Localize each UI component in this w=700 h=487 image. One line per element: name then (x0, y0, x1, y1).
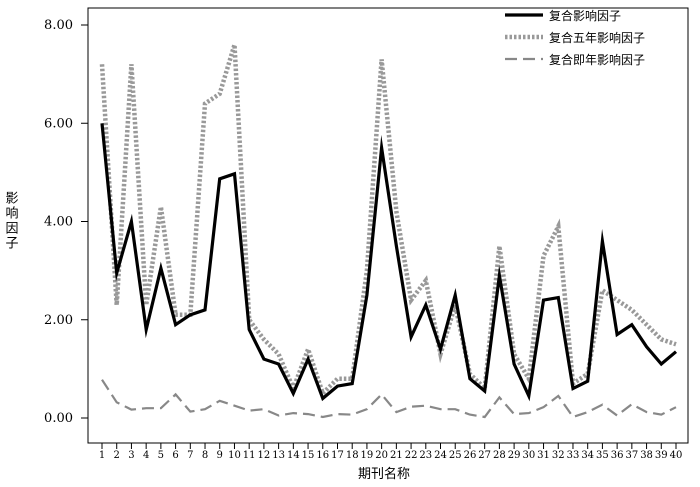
x-tick-label: 16 (316, 450, 329, 461)
x-tick-label: 26 (464, 450, 477, 461)
x-tick-label: 38 (640, 450, 653, 461)
x-tick-label: 35 (596, 450, 609, 461)
y-axis-label-char: 影 (5, 192, 18, 207)
x-tick-label: 31 (537, 450, 550, 461)
series-line-2 (99, 31, 677, 398)
x-tick-label: 28 (493, 450, 506, 461)
x-tick-label: 3 (128, 450, 134, 461)
series-line-1 (100, 123, 678, 402)
x-tick-label: 32 (552, 450, 565, 461)
y-tick-label: 6.00 (44, 116, 73, 131)
x-tick-label: 20 (375, 450, 388, 461)
legend-label-3: 复合即年影响因子 (549, 52, 645, 67)
y-axis-label-char: 子 (5, 237, 18, 252)
x-tick-label: 10 (228, 450, 241, 461)
y-tick-label: 0.00 (44, 411, 73, 426)
x-tick-label: 8 (202, 450, 208, 461)
x-tick-label: 33 (567, 450, 580, 461)
x-tick-label: 40 (670, 450, 683, 461)
x-tick-label: 24 (434, 450, 447, 461)
x-tick-label: 14 (287, 450, 300, 461)
legend-label-1: 复合影响因子 (549, 8, 621, 23)
x-tick-label: 30 (522, 450, 535, 461)
x-tick-label: 18 (346, 450, 359, 461)
x-tick-label: 22 (405, 450, 418, 461)
y-tick-label: 8.00 (44, 18, 73, 33)
legend-label-2: 复合五年影响因子 (549, 30, 645, 45)
x-axis: 1 2 3 4 5 6 7 8 9 10 11 12 13 14 15 16 17 18 19 20 21 22 23 24 2… (99, 443, 683, 461)
y-axis: 0.00 2.00 4.00 6.00 8.00 (44, 18, 88, 426)
x-tick-label: 6 (172, 450, 178, 461)
x-tick-label: 4 (143, 450, 149, 461)
y-axis-label-char: 因 (5, 222, 18, 237)
y-axis-label-char: 响 (5, 206, 18, 222)
x-tick-label: 2 (114, 450, 120, 461)
x-tick-label: 39 (655, 450, 668, 461)
series-line-3 (101, 379, 677, 419)
x-tick-label: 7 (187, 450, 193, 461)
x-tick-label: 1 (99, 450, 105, 461)
y-tick-label: 2.00 (44, 313, 73, 328)
plot-area: 0.002.004.006.008.00 1 2 3 4 5 6 7 8 9 10 11 12 13 14… (44, 7, 689, 461)
x-tick-label: 29 (508, 450, 521, 461)
x-tick-label: 15 (302, 450, 315, 461)
x-tick-label: 23 (419, 450, 432, 461)
plot-frame (87, 7, 689, 444)
x-tick-label: 17 (331, 450, 344, 461)
x-tick-label: 12 (258, 450, 271, 461)
y-axis-label: 影响因子 (5, 192, 18, 252)
x-tick-label: 11 (243, 450, 256, 461)
x-tick-label: 19 (361, 450, 374, 461)
x-tick-label: 27 (478, 450, 491, 461)
x-tick-label: 21 (390, 450, 403, 461)
x-tick-label: 25 (449, 450, 462, 461)
y-tick-label: 4.00 (44, 215, 73, 230)
x-axis-label: 期刊名称 (358, 466, 410, 482)
x-tick-label: 9 (217, 450, 223, 461)
x-tick-label: 34 (581, 450, 594, 461)
series-lines (99, 31, 678, 419)
x-tick-label: 37 (625, 450, 638, 461)
x-tick-label: 36 (611, 450, 624, 461)
x-tick-label: 5 (158, 450, 164, 461)
x-tick-label: 13 (272, 450, 285, 461)
